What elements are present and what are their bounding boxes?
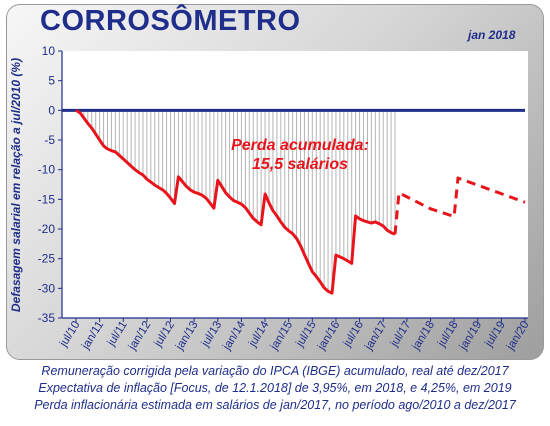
x-tick-label: jan/12 [126, 319, 153, 353]
y-axis-label: Defasagem salarial em relação a jul/2010… [9, 58, 23, 312]
salary-lag-series [75, 109, 526, 295]
x-tick-label: jul/11 [105, 319, 130, 349]
chart-date-label: jan 2018 [468, 28, 516, 42]
y-tick-label: -20 [38, 222, 56, 236]
annotation-line-2: 15,5 salários [252, 156, 348, 173]
x-tick-label: jan/13 [173, 319, 200, 353]
x-tick-label: jan/16 [315, 319, 342, 353]
x-tick-label: jan/11 [79, 319, 106, 352]
caption-line-2: Expectativa de inflação [Focus, de 12.1.… [38, 381, 512, 395]
x-tick-label: jan/15 [268, 319, 295, 353]
y-tick-label: -15 [38, 192, 56, 206]
projection-series-line [393, 176, 526, 235]
y-tick-label: -25 [38, 252, 56, 266]
y-tick-label: -30 [38, 281, 56, 295]
y-tick-label: 5 [48, 74, 55, 88]
chart-title: CORROSÔMETRO [40, 5, 301, 37]
y-tick-label: 0 [48, 103, 55, 117]
plot-area [62, 51, 528, 318]
caption-line-3: Perda inflacionária estimada em salários… [34, 398, 516, 412]
y-tick-label: 10 [42, 44, 56, 58]
x-tick-label: jan/14 [221, 319, 249, 353]
x-tick-label: jan/17 [362, 319, 389, 353]
loss-hatch-area [79, 110, 396, 294]
x-tick-label: jan/18 [410, 319, 437, 353]
y-tick-label: -5 [44, 133, 55, 147]
caption-line-1: Remuneração corrigida pela variação do I… [41, 364, 509, 378]
x-tick-label: jan/20 [504, 319, 531, 353]
y-axis: 10 5 0 -5 -10 -15 -20 -25 -30 -35 [38, 44, 63, 325]
actual-series-line [75, 109, 396, 295]
annotation-line-1: Perda acumulada: [231, 137, 369, 154]
y-tick-label: -10 [38, 163, 56, 177]
y-tick-label: -35 [38, 311, 56, 325]
x-tick-label: jan/19 [457, 319, 484, 353]
